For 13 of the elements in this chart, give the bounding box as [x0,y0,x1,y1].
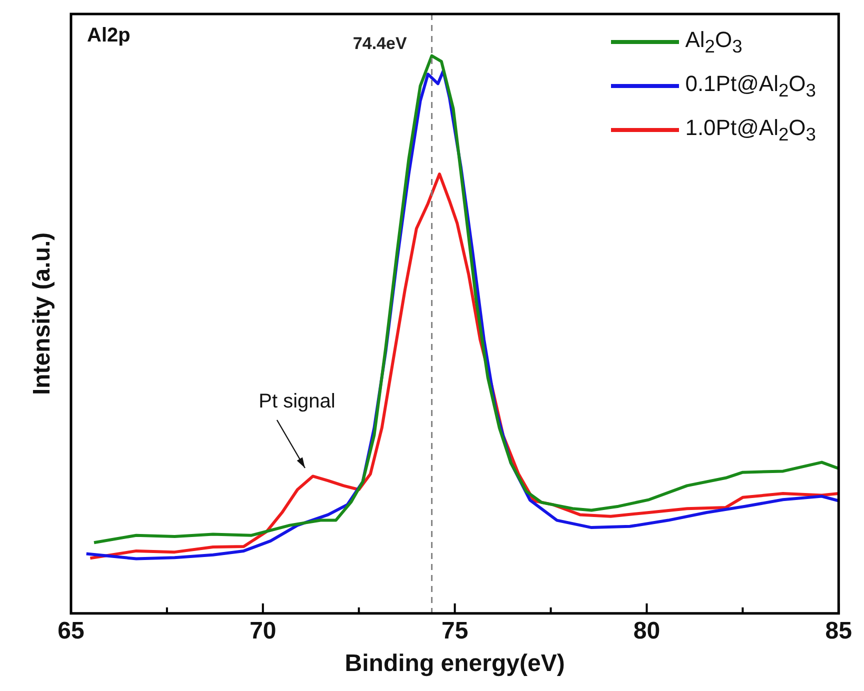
x-tick-label: 80 [633,617,660,644]
legend-label: 1.0Pt@Al$_{2}$O$_{3}$ [685,114,816,146]
ref-line-label: 74.4eV [352,34,408,54]
x-tick-label: 70 [250,617,276,644]
legend-label: 0.1Pt@Al$_{2}$O$_{3}$ [685,70,816,102]
x-axis-title: Binding energy(eV) [344,650,565,678]
text: Al2p [87,24,130,47]
x-tick-label: 75 [441,617,468,644]
annotation: Pt signal [258,390,336,413]
x-tick-label: 65 [58,617,84,644]
legend-label: Al$_{2}$O$_{3}$ [685,26,742,58]
x-tick-label: 85 [825,617,852,644]
y-axis-title: Intensity (a.u.) [28,232,56,396]
